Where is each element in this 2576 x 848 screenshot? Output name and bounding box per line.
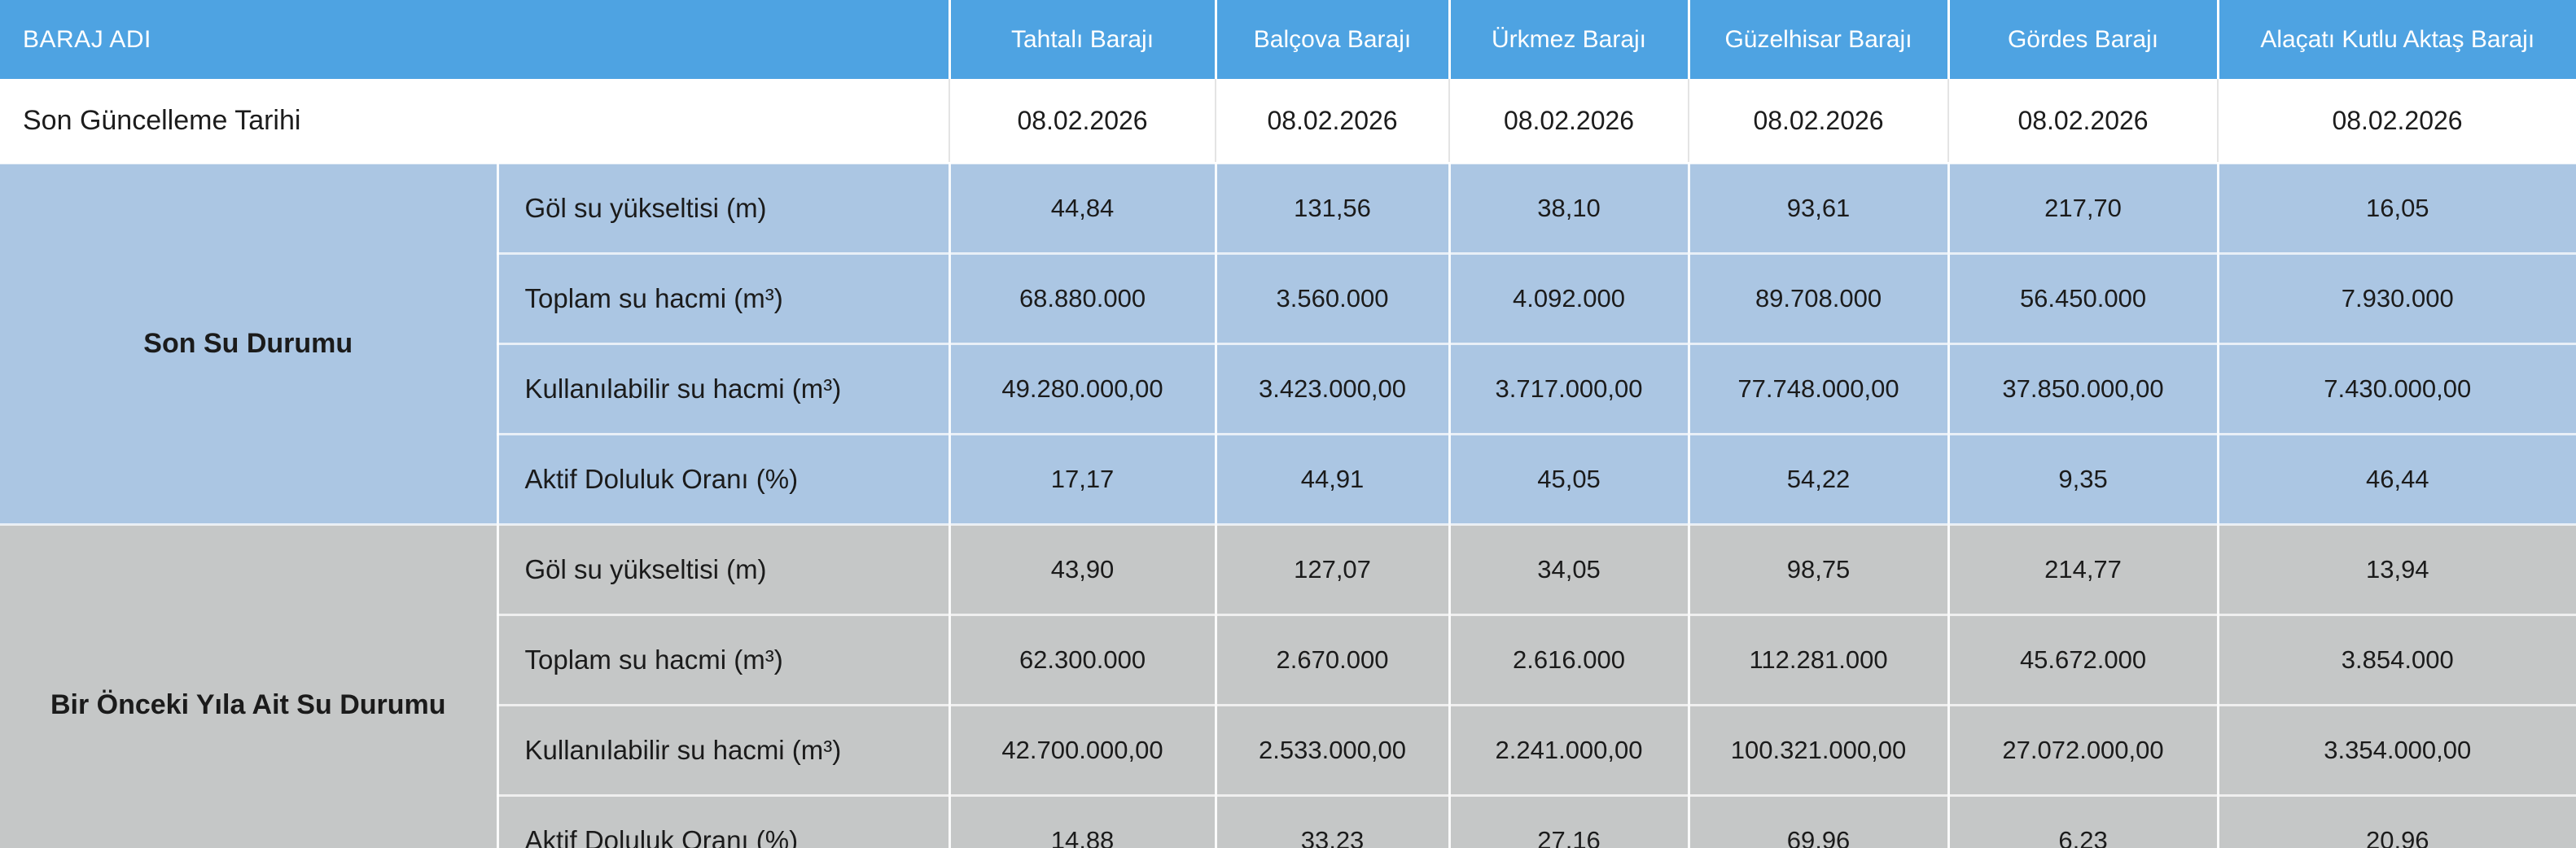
value-cell: 7.430.000,00	[2218, 343, 2576, 435]
value-cell: 20,96	[2218, 794, 2576, 848]
value-cell: 17,17	[949, 433, 1217, 525]
value-cell: 45.672.000	[1948, 614, 2219, 706]
metric-label: Toplam su hacmi (m³)	[497, 252, 951, 344]
value-cell: 16,05	[2218, 162, 2576, 254]
value-cell: 69,96	[1689, 794, 1950, 848]
value-cell: 98,75	[1689, 523, 1950, 615]
value-cell: 68.880.000	[949, 252, 1217, 344]
table-header-row: BARAJ ADI Tahtalı Barajı Balçova Barajı …	[0, 0, 2576, 79]
column-header-dam-urkmez: Ürkmez Barajı	[1449, 0, 1690, 79]
update-date-cell: 08.02.2026	[1689, 79, 1950, 164]
value-cell: 89.708.000	[1689, 252, 1950, 344]
value-cell: 3.717.000,00	[1449, 343, 1690, 435]
value-cell: 14,88	[949, 794, 1217, 848]
update-date-label: Son Güncelleme Tarihi	[0, 79, 951, 164]
value-cell: 54,22	[1689, 433, 1950, 525]
value-cell: 3.423.000,00	[1216, 343, 1451, 435]
update-date-cell: 08.02.2026	[1449, 79, 1690, 164]
metric-label: Kullanılabilir su hacmi (m³)	[497, 343, 951, 435]
column-header-dam-balcova: Balçova Barajı	[1216, 0, 1451, 79]
value-cell: 3.560.000	[1216, 252, 1451, 344]
value-cell: 2.533.000,00	[1216, 704, 1451, 796]
value-cell: 6,23	[1948, 794, 2219, 848]
value-cell: 42.700.000,00	[949, 704, 1217, 796]
value-cell: 127,07	[1216, 523, 1451, 615]
metric-label: Kullanılabilir su hacmi (m³)	[497, 704, 951, 796]
table-row: Kullanılabilir su hacmi (m³) 49.280.000,…	[0, 343, 2576, 435]
value-cell: 43,90	[949, 523, 1217, 615]
metric-label: Göl su yükseltisi (m)	[497, 523, 951, 615]
value-cell: 46,44	[2218, 433, 2576, 525]
value-cell: 131,56	[1216, 162, 1451, 254]
value-cell: 2.670.000	[1216, 614, 1451, 706]
metric-label: Aktif Doluluk Oranı (%)	[497, 433, 951, 525]
value-cell: 44,91	[1216, 433, 1451, 525]
table-row: Toplam su hacmi (m³) 62.300.000 2.670.00…	[0, 614, 2576, 706]
value-cell: 217,70	[1948, 162, 2219, 254]
value-cell: 38,10	[1449, 162, 1690, 254]
value-cell: 9,35	[1948, 433, 2219, 525]
table-row: Toplam su hacmi (m³) 68.880.000 3.560.00…	[0, 252, 2576, 344]
value-cell: 214,77	[1948, 523, 2219, 615]
value-cell: 3.354.000,00	[2218, 704, 2576, 796]
value-cell: 33,23	[1216, 794, 1451, 848]
table-row: Kullanılabilir su hacmi (m³) 42.700.000,…	[0, 704, 2576, 796]
value-cell: 2.241.000,00	[1449, 704, 1690, 796]
value-cell: 112.281.000	[1689, 614, 1950, 706]
table-row: Bir Önceki Yıla Ait Su Durumu Göl su yük…	[0, 523, 2576, 848]
column-header-dam-alacati: Alaçatı Kutlu Aktaş Barajı	[2218, 0, 2576, 79]
value-cell: 7.930.000	[2218, 252, 2576, 344]
value-cell: 62.300.000	[949, 614, 1217, 706]
value-cell: 93,61	[1689, 162, 1950, 254]
metric-label: Aktif Doluluk Oranı (%)	[497, 794, 951, 848]
metric-label: Göl su yükseltisi (m)	[497, 162, 951, 254]
update-date-row: Son Güncelleme Tarihi 08.02.2026 08.02.2…	[0, 79, 2576, 164]
metric-label: Toplam su hacmi (m³)	[497, 614, 951, 706]
section-label-current: Son Su Durumu	[0, 162, 499, 525]
value-cell: 34,05	[1449, 523, 1690, 615]
update-date-cell: 08.02.2026	[949, 79, 1217, 164]
value-cell: 13,94	[2218, 523, 2576, 615]
value-cell: 27.072.000,00	[1948, 704, 2219, 796]
value-cell: 37.850.000,00	[1948, 343, 2219, 435]
column-header-dam-guzelhisar: Güzelhisar Barajı	[1689, 0, 1950, 79]
column-header-dam-tahtali: Tahtalı Barajı	[949, 0, 1217, 79]
value-cell: 49.280.000,00	[949, 343, 1217, 435]
table-row: Son Su Durumu Göl su yükseltisi (m) 44,8…	[0, 162, 2576, 525]
update-date-cell: 08.02.2026	[1948, 79, 2219, 164]
update-date-cell: 08.02.2026	[1216, 79, 1451, 164]
value-cell: 100.321.000,00	[1689, 704, 1950, 796]
column-header-baraj-adi: BARAJ ADI	[0, 0, 951, 79]
value-cell: 44,84	[949, 162, 1217, 254]
value-cell: 56.450.000	[1948, 252, 2219, 344]
value-cell: 27,16	[1449, 794, 1690, 848]
value-cell: 2.616.000	[1449, 614, 1690, 706]
value-cell: 4.092.000	[1449, 252, 1690, 344]
value-cell: 45,05	[1449, 433, 1690, 525]
value-cell: 3.854.000	[2218, 614, 2576, 706]
column-header-dam-gordes: Gördes Barajı	[1948, 0, 2219, 79]
update-date-cell: 08.02.2026	[2218, 79, 2576, 164]
table-row: Aktif Doluluk Oranı (%) 14,88 33,23 27,1…	[0, 794, 2576, 848]
section-label-previous-year: Bir Önceki Yıla Ait Su Durumu	[0, 523, 499, 848]
value-cell: 77.748.000,00	[1689, 343, 1950, 435]
table-row: Aktif Doluluk Oranı (%) 17,17 44,91 45,0…	[0, 433, 2576, 525]
